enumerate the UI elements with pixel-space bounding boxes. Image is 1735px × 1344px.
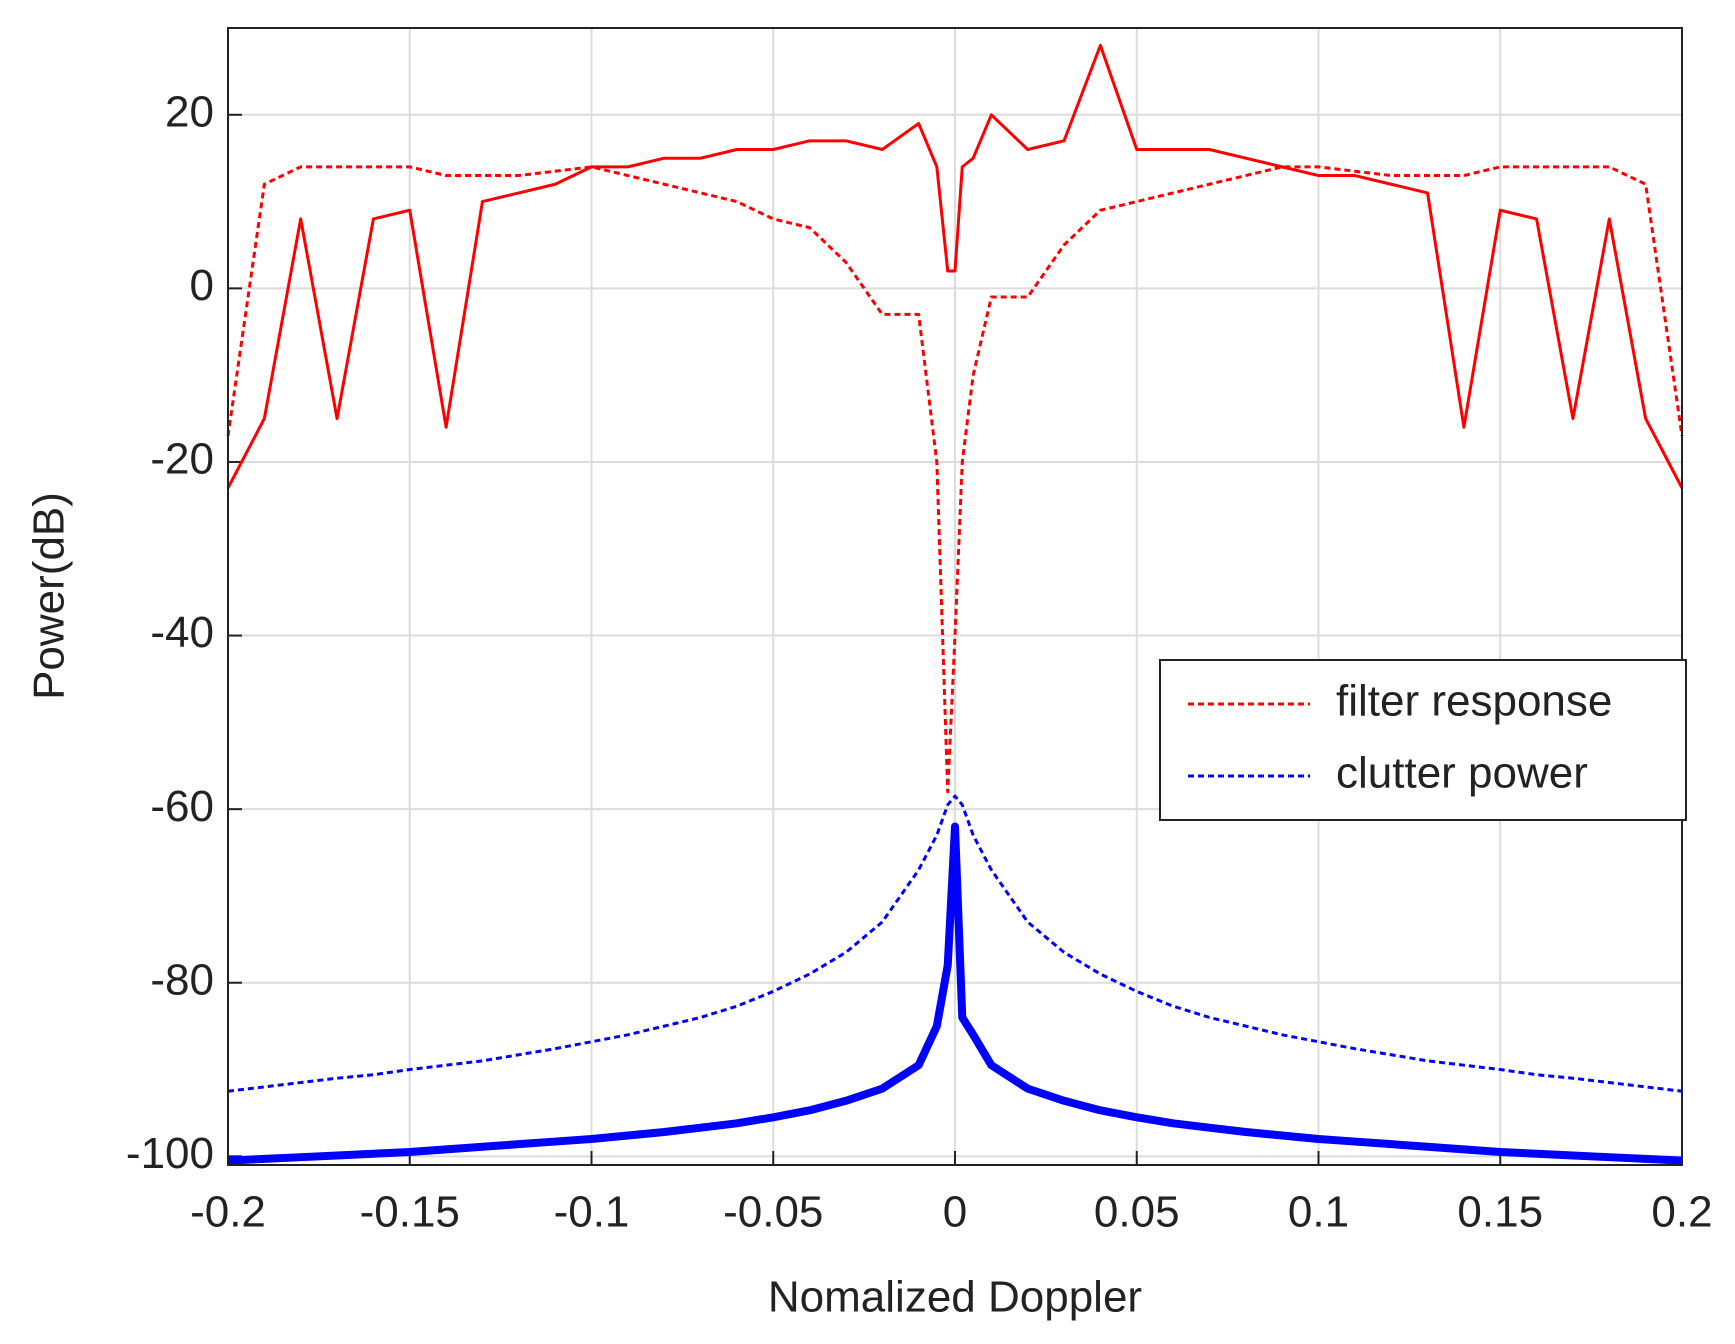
series-line	[226, 43, 1684, 489]
y-tick-label: -100	[126, 1129, 214, 1178]
plot-frame	[227, 27, 1683, 1166]
series-line	[227, 822, 1683, 1165]
x-tick-label: 0.15	[1457, 1188, 1543, 1237]
x-tick-label: -0.1	[554, 1188, 630, 1237]
legend-label: clutter power	[1336, 749, 1588, 798]
series-line	[227, 794, 1683, 1093]
legend-label: filter response	[1336, 677, 1612, 726]
x-tick-label: -0.15	[360, 1188, 460, 1237]
x-tick-label: 0.05	[1094, 1188, 1180, 1237]
x-axis-label: Nomalized Doppler	[768, 1273, 1142, 1322]
legend-box	[1159, 659, 1687, 821]
y-tick-label: -20	[150, 435, 214, 484]
x-tick-label: 0.1	[1288, 1188, 1349, 1237]
y-tick-label: -80	[150, 955, 214, 1004]
x-tick-label: -0.05	[723, 1188, 823, 1237]
y-tick-label: 0	[190, 261, 214, 310]
x-tick-label: 0.2	[1651, 1188, 1712, 1237]
x-tick-label: -0.2	[190, 1188, 266, 1237]
y-tick-label: -40	[150, 608, 214, 657]
x-tick-label: 0	[943, 1188, 967, 1237]
y-axis-label: Power(dB)	[25, 492, 74, 700]
series-line	[226, 165, 1684, 794]
y-tick-label: 20	[165, 87, 214, 136]
y-tick-label: -60	[150, 782, 214, 831]
